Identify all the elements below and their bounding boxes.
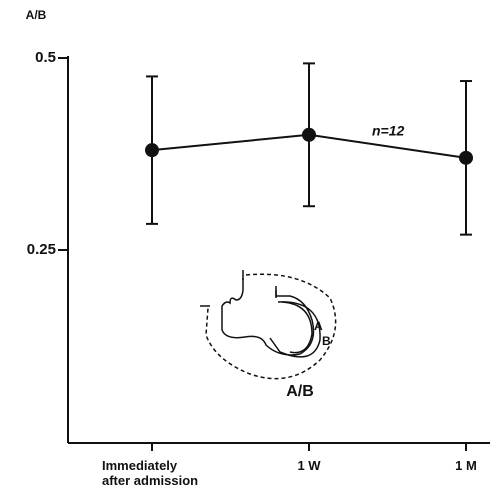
y-axis-label: A/B <box>26 8 47 22</box>
x-tick-label: Immediately after admission <box>102 458 199 488</box>
y-tick-label: 0.5 <box>35 49 56 66</box>
y-tick-label: 0.25 <box>27 241 56 258</box>
inset-diagram <box>200 270 337 380</box>
point <box>145 143 159 158</box>
inset-label: A/B <box>286 383 314 400</box>
inset-b: B <box>322 334 331 348</box>
annotation: n=12 <box>372 123 405 139</box>
point <box>459 150 473 165</box>
point <box>302 127 316 142</box>
x-tick-label: 1 M <box>455 458 477 473</box>
x-tick-label: 1 W <box>297 458 321 473</box>
inset-a: A <box>314 319 323 333</box>
